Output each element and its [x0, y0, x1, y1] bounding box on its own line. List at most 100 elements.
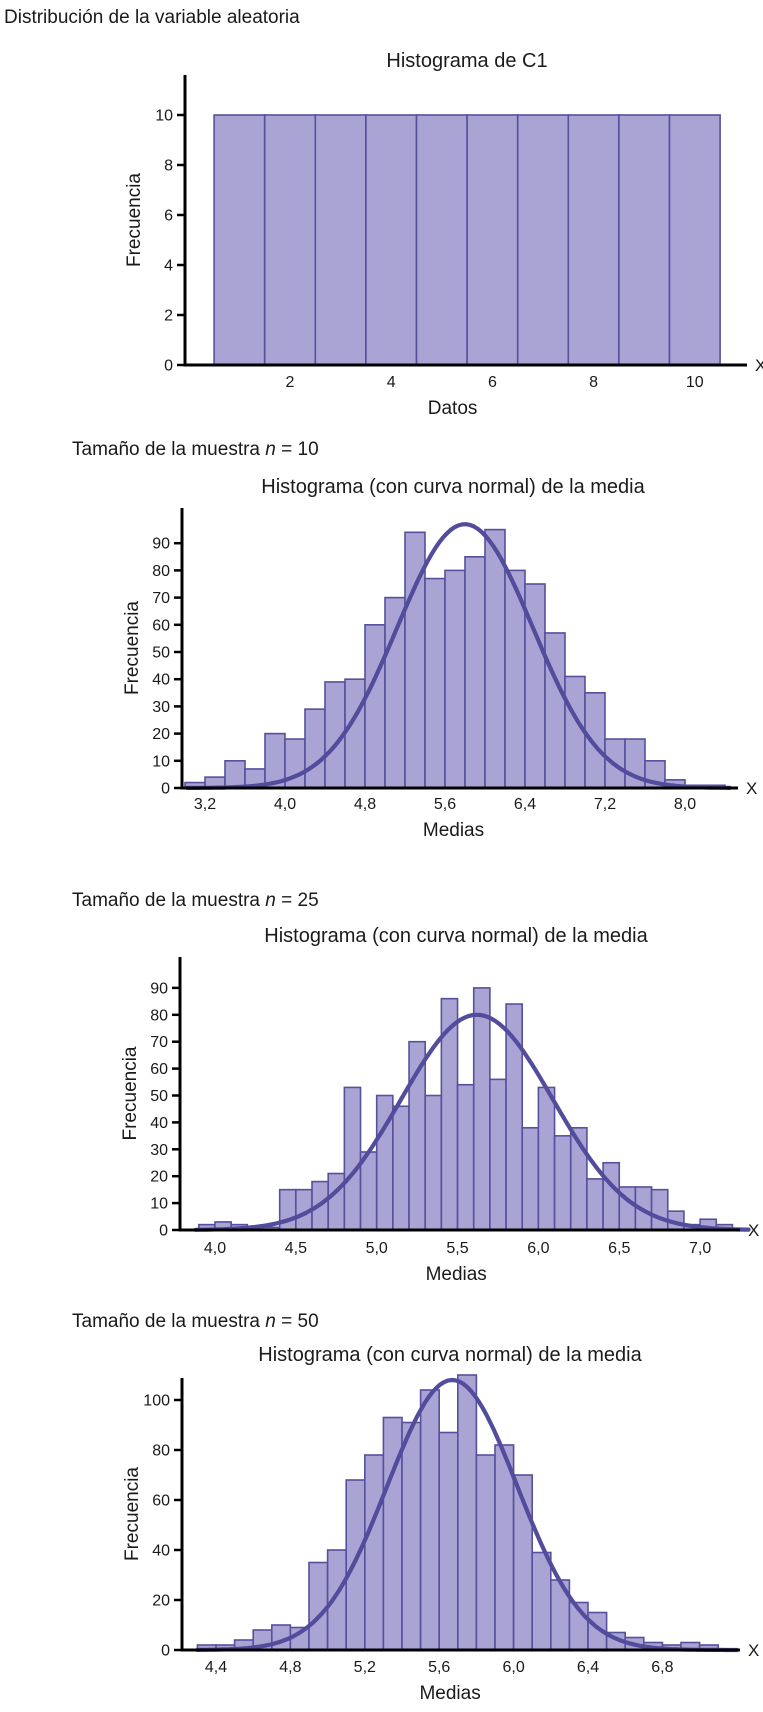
histogram-bar — [263, 114, 317, 366]
chart2-title: Histograma (con curva normal) de la medi… — [261, 476, 645, 498]
y-tick-label: 30 — [150, 1142, 168, 1159]
normal-curve — [193, 1012, 751, 1232]
x-axis-title: Medias — [426, 1264, 487, 1285]
x-tick-label: 7,2 — [594, 796, 616, 813]
x-axis-end-label: X — [746, 779, 757, 798]
x-tick-label: 5,5 — [446, 1240, 468, 1257]
x-tick-label: 4,8 — [354, 796, 376, 813]
y-tick-label: 50 — [152, 645, 170, 662]
histogram-bar — [544, 632, 566, 789]
x-tick-label: 10 — [686, 374, 704, 391]
histogram-bar — [438, 1431, 459, 1651]
histogram-bar — [521, 1126, 540, 1231]
normal-curve — [184, 522, 733, 790]
x-tick-label: 8 — [589, 374, 598, 391]
x-tick-label: 6,8 — [651, 1659, 673, 1676]
histogram-bar — [567, 114, 620, 366]
histogram-bar — [475, 1454, 496, 1651]
x-tick-label: 6,5 — [608, 1240, 630, 1257]
x-tick-label: 5,6 — [428, 1659, 450, 1676]
histogram-bar — [484, 528, 506, 789]
sample-size-var: n — [265, 890, 276, 911]
y-tick-label: 60 — [152, 1493, 170, 1510]
sample-size-value: = 25 — [275, 890, 319, 911]
histogram-bar — [489, 1078, 507, 1231]
y-tick-label: 70 — [150, 1034, 168, 1051]
chart3-title: Histograma (con curva normal) de la medi… — [264, 925, 648, 947]
y-tick-label: 40 — [150, 1115, 168, 1132]
x-tick-label: 5,0 — [366, 1240, 388, 1257]
histogram-bar — [384, 596, 406, 789]
histogram-uniform-population: 0 2 4 6 8 10 2 4 6 8 10 Datos Frecuencia X — [124, 75, 763, 419]
y-axis-title: Frecuencia — [120, 1046, 141, 1140]
x-tick-label: 6 — [488, 374, 497, 391]
y-tick-label: 0 — [164, 358, 173, 375]
histogram-bar — [464, 555, 486, 789]
sample-size-var: n — [265, 1311, 276, 1332]
y-tick-label: 20 — [152, 1593, 170, 1610]
histogram-bar — [650, 1188, 669, 1231]
y-tick-label: 10 — [155, 108, 173, 125]
y-tick-label: 90 — [152, 536, 170, 553]
y-tick-label: 70 — [152, 590, 170, 607]
histogram-bar — [586, 1178, 604, 1231]
histogram-bar — [424, 1094, 443, 1231]
y-tick-label: 90 — [150, 980, 168, 997]
sample-size-prefix: Tamaño de la muestra — [72, 1311, 266, 1332]
y-tick-label: 8 — [164, 158, 173, 175]
histogram-bar — [618, 114, 671, 366]
histogram-bar — [456, 1374, 478, 1651]
x-axis-title: Medias — [419, 1683, 480, 1704]
y-tick-label: 40 — [152, 1543, 170, 1560]
sample-size-value: = 50 — [275, 1311, 319, 1332]
histogram-bar — [537, 1086, 556, 1231]
x-tick-label: 6,0 — [527, 1240, 549, 1257]
x-tick-label: 6,4 — [577, 1659, 599, 1676]
histogram-bar — [401, 1421, 422, 1651]
histogram-bars — [184, 528, 726, 789]
x-axis-title: Datos — [428, 398, 478, 419]
histogram-bar — [466, 114, 519, 366]
y-tick-label: 10 — [150, 1196, 168, 1213]
histogram-bar — [602, 1161, 621, 1231]
y-tick-label: 20 — [152, 726, 170, 743]
histogram-means-n10: 0 10 20 30 40 50 60 70 80 90 3,2 4,0 4,8 5,6 6,4 7,2 8,0… — [122, 508, 757, 841]
y-tick-label: 0 — [159, 1223, 168, 1240]
y-axis-title: Frecuencia — [122, 601, 143, 695]
sample-size-var: n — [265, 439, 276, 460]
x-axis-title: Medias — [423, 820, 484, 841]
y-tick-label: 30 — [152, 699, 170, 716]
y-tick-label: 6 — [164, 208, 173, 225]
x-tick-label: 8,0 — [674, 796, 696, 813]
x-tick-label: 4,0 — [204, 1240, 226, 1257]
histogram-bar — [584, 692, 606, 789]
histogram-bar — [472, 987, 491, 1231]
histogram-bars — [198, 987, 734, 1231]
y-tick-label: 4 — [164, 258, 173, 275]
histogram-bar — [359, 1151, 378, 1231]
page-heading: Distribución de la variable aleatoria — [4, 7, 300, 28]
histogram-means-n50: 0 20 40 60 80 100 4,4 4,8 5,2 5,6 6,0 6,4 6,8 Medias F… — [122, 1374, 759, 1704]
histogram-bar — [308, 1561, 329, 1651]
histogram-bar — [516, 114, 570, 366]
histogram-bar — [363, 1454, 385, 1651]
y-tick-label: 0 — [161, 781, 170, 798]
y-tick-label: 40 — [152, 672, 170, 689]
sample-size-label-n10: Tamaño de la muestra n = 10 — [72, 438, 319, 462]
y-tick-label: 2 — [164, 308, 173, 325]
histogram-bar — [553, 1135, 572, 1231]
histogram-bar — [444, 569, 466, 789]
histogram-bar — [224, 759, 246, 789]
histogram-bar — [314, 114, 367, 366]
histogram-bar — [531, 1551, 552, 1651]
histogram-bar — [213, 114, 266, 366]
histogram-means-n25: 0 10 20 30 40 50 60 70 80 90 4,0 4,5 5,0 5,5 6,0 6,5 7,0… — [120, 957, 759, 1285]
y-tick-label: 60 — [150, 1061, 168, 1078]
histogram-bar — [494, 1444, 515, 1651]
histogram-bar — [456, 1083, 475, 1231]
x-tick-label: 7,0 — [689, 1240, 711, 1257]
histogram-bar — [327, 1172, 346, 1231]
histogram-bar — [424, 577, 446, 789]
y-tick-label: 10 — [152, 753, 170, 770]
